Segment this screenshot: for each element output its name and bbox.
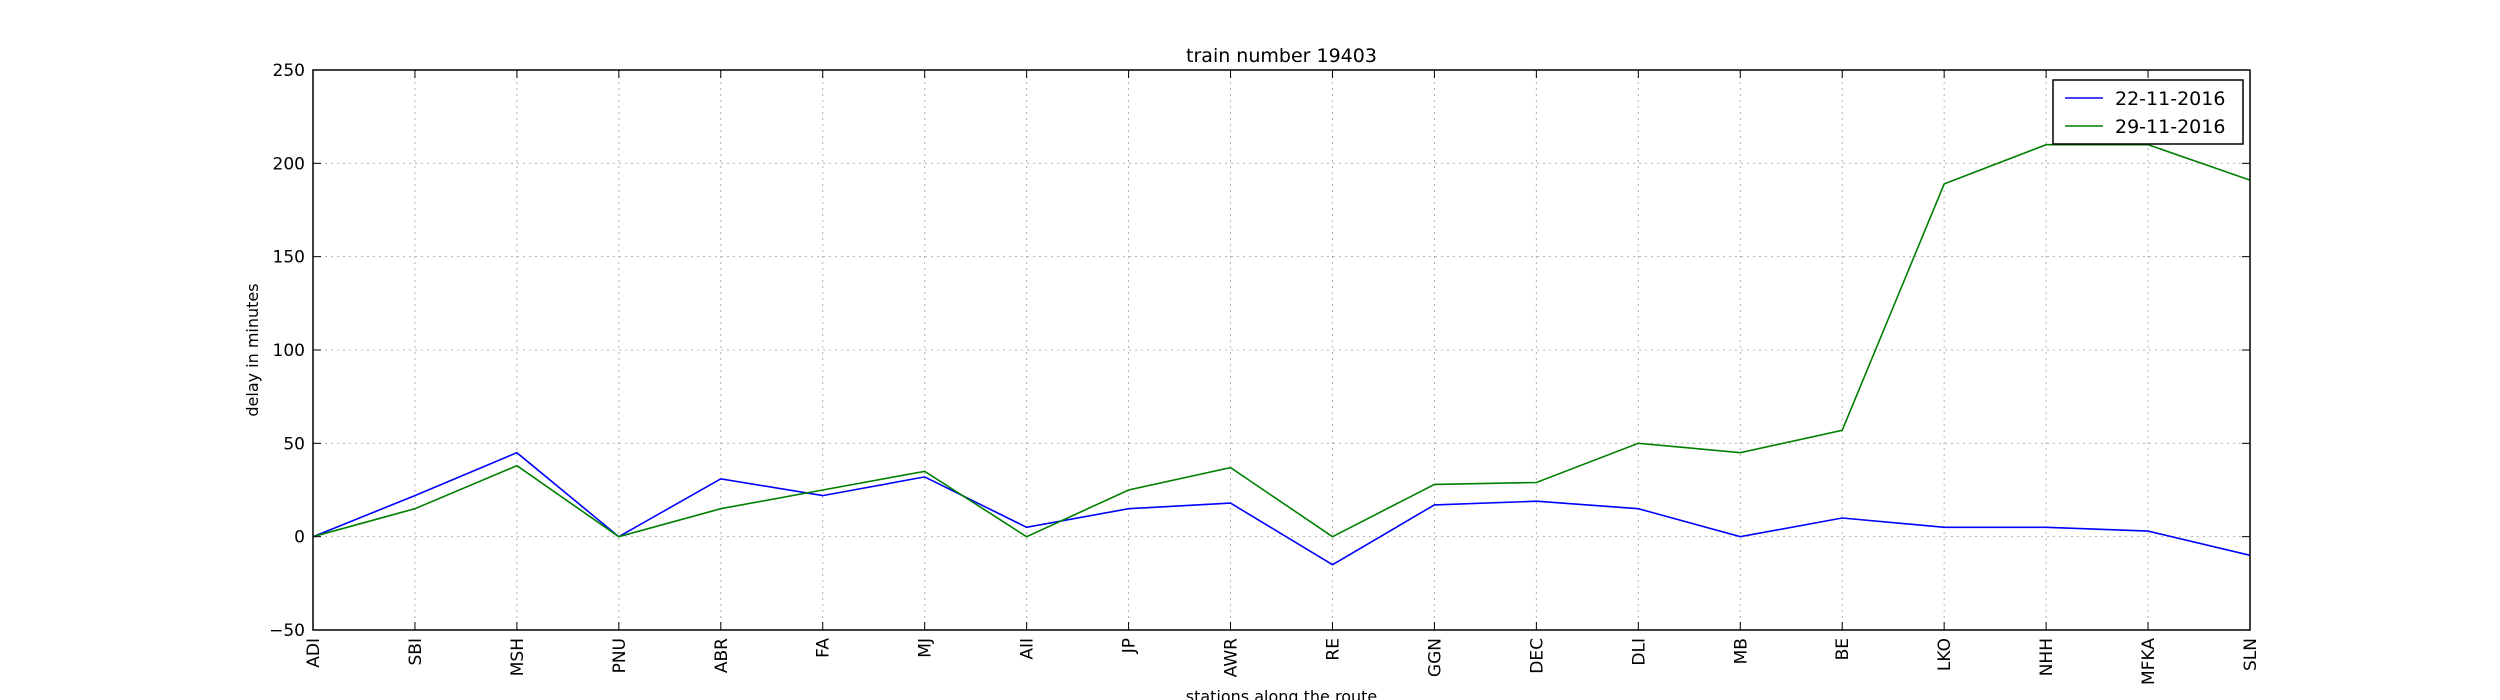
series-lines (312, 143, 2251, 566)
x-tick-label-mb: MB (1731, 638, 1751, 664)
x-tick-label-aii: AII (1018, 638, 1038, 660)
legend-box (2052, 79, 2244, 145)
x-tick-label-msh: MSH (508, 638, 528, 676)
x-tick-label-abr: ABR (712, 638, 732, 673)
x-tick-label-dec: DEC (1527, 638, 1547, 674)
y-tick-label: 250 (273, 61, 305, 81)
plot-frame (312, 69, 2251, 631)
chart-title: train number 19403 (1186, 45, 1377, 67)
series-line-1 (312, 451, 2251, 566)
y-tick-label: 100 (273, 341, 305, 361)
x-tick-label-be: BE (1833, 638, 1853, 660)
y-axis-label: delay in minutes (243, 283, 262, 416)
x-tick-label-fa: FA (814, 638, 834, 658)
legend-label-series-1: 22-11-2016 (2115, 88, 2225, 110)
x-tick-label-jp: JP (1120, 638, 1140, 654)
x-tick-label-lko: LKO (1935, 638, 1955, 671)
x-tick-label-sln: SLN (2241, 638, 2261, 671)
grid (312, 69, 2251, 631)
x-tick-label-dli: DLI (1629, 638, 1649, 666)
x-tick-label-pnu: PNU (610, 638, 630, 673)
legend-label-series-2: 29-11-2016 (2115, 116, 2225, 138)
x-tick-label-re: RE (1323, 638, 1343, 661)
y-tick-label: 150 (273, 248, 305, 268)
x-tick-label-ggn: GGN (1425, 638, 1445, 677)
legend: 22-11-2016 29-11-2016 (2052, 79, 2244, 145)
y-tick-label: 50 (283, 434, 305, 454)
x-tick-label-mj: MJ (916, 638, 936, 658)
x-tick-label-mfka: MFKA (2139, 638, 2159, 685)
x-axis-label: stations along the route (1186, 687, 1378, 700)
y-tick-label: 200 (273, 154, 305, 174)
x-tick-label-adi: ADI (304, 638, 324, 668)
series-line-2 (312, 143, 2251, 538)
x-tick-label-sbi: SBI (406, 638, 426, 665)
x-tick-label-awr: AWR (1222, 638, 1242, 678)
y-tick-label: −50 (269, 621, 305, 641)
y-tick-label: 0 (294, 528, 305, 548)
x-tick-label-nhh: NHH (2037, 638, 2057, 676)
ticks: −50 0 50 100 150 200 250 ADI SBI MSH PNU ABR FA MJ AII… (269, 61, 2261, 685)
